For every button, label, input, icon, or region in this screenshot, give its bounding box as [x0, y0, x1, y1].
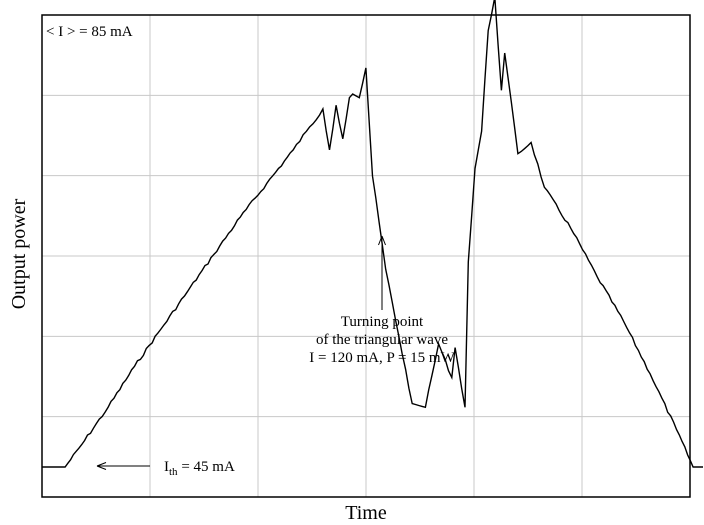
mean-current-annotation: < I > = 85 mA: [46, 24, 133, 40]
series-line: [42, 0, 703, 468]
turning-point-label-3: I = 120 mA, P = 15 mW: [309, 350, 455, 366]
turning-point-label-2: of the triangular wave: [316, 332, 448, 348]
threshold-arrow: [96, 462, 150, 470]
threshold-annotation: Ith = 45 mA: [164, 459, 235, 478]
y-axis-label: Output power: [8, 198, 30, 309]
grid: [42, 15, 690, 497]
turning-point-label-1: Turning point: [341, 314, 424, 330]
plot-frame: [41, 14, 691, 498]
x-axis-label: Time: [345, 502, 387, 524]
turning-point-arrow: [378, 235, 386, 310]
